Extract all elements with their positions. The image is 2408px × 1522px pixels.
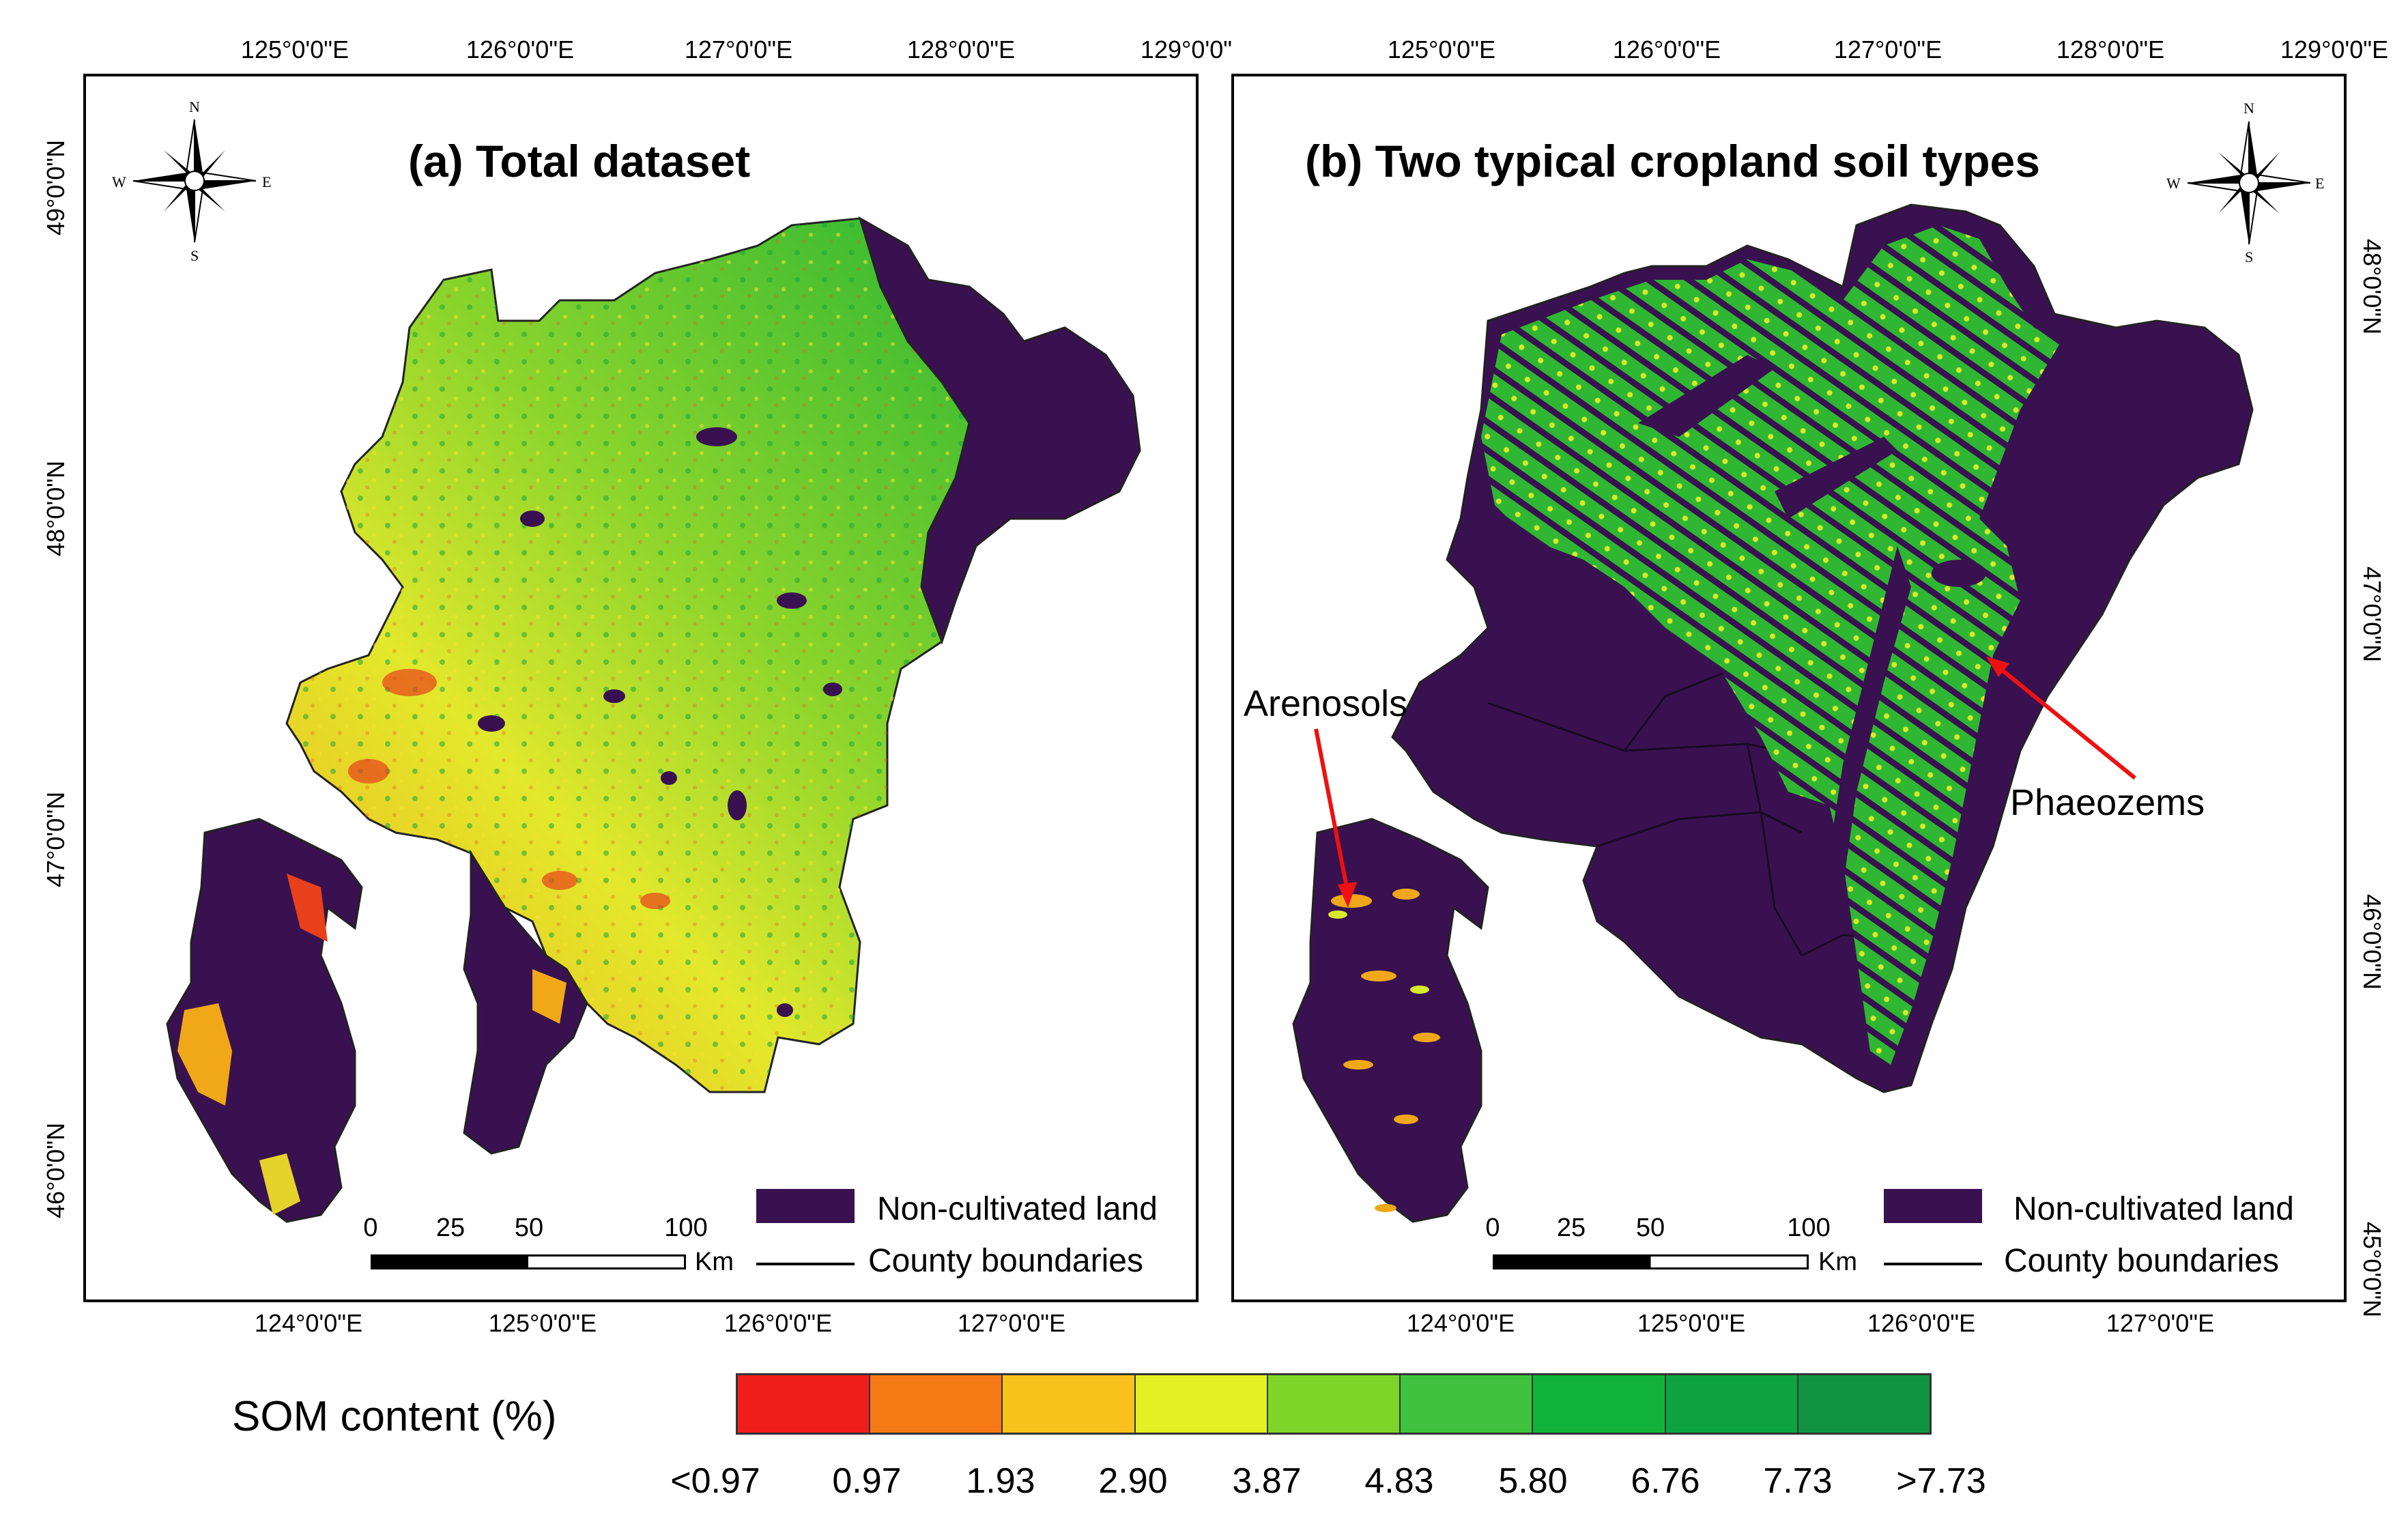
panel-b-scale-bar	[1493, 1254, 1809, 1269]
panel-a-bottom-tick: 127°0'0"E	[957, 1309, 1066, 1337]
colorbar-swatch	[1532, 1375, 1665, 1433]
colorbar-label: 6.76	[1631, 1461, 1700, 1501]
panel-b-bottom-tick: 124°0'0"E	[1406, 1309, 1515, 1337]
colorbar-label: 5.80	[1498, 1461, 1568, 1501]
panel-b-noncultivated-label: Non-cultivated land	[2013, 1191, 2294, 1227]
colorbar-swatch	[1664, 1375, 1797, 1433]
colorbar-label: 7.73	[1763, 1461, 1833, 1501]
colorbar-swatch	[1134, 1375, 1267, 1433]
panel-a-county-label: County boundaries	[868, 1243, 1143, 1279]
panel-b-scale-100: 100	[1787, 1214, 1831, 1242]
panel-b-county-line	[1884, 1263, 1982, 1265]
panel-b-county-label: County boundaries	[2004, 1243, 2279, 1279]
panel-a-county-line	[756, 1263, 855, 1265]
colorbar	[736, 1373, 1932, 1435]
colorbar-label: <0.97	[670, 1461, 760, 1501]
panel-a-top-tick: 126°0'0"E	[465, 35, 575, 63]
panel-a-title: (a) Total dataset	[408, 136, 751, 186]
colorbar-label: 2.90	[1098, 1461, 1168, 1501]
colorbar-label: >7.73	[1896, 1461, 1986, 1501]
panel-a-noncultivated-label: Non-cultivated land	[877, 1191, 1158, 1227]
colorbar-swatch	[1001, 1375, 1134, 1433]
panel-b-scale-50: 50	[1635, 1214, 1665, 1242]
panel-b-bottom-tick: 126°0'0"E	[1867, 1309, 1976, 1337]
panel-a-scale-25: 25	[435, 1214, 465, 1242]
panel-a-scale-0: 0	[363, 1214, 378, 1242]
panel-a-bottom-tick: 125°0'0"E	[488, 1309, 597, 1337]
compass-s-label: S	[190, 247, 199, 264]
compass-n-label: N	[2244, 100, 2254, 117]
compass-e-label: E	[262, 173, 272, 190]
panel-b-noncultivated-swatch	[1884, 1189, 1982, 1223]
panel-b-arenosols-label: Arenosols	[1244, 683, 1408, 724]
panel-b-title: (b) Two typical cropland soil types	[1305, 136, 2040, 186]
panel-a-scale-100: 100	[664, 1214, 708, 1242]
panel-a-noncultivated-ne	[858, 216, 1141, 645]
panel-a-top-tick: 127°0'0"E	[684, 35, 793, 63]
colorbar-label: 3.87	[1232, 1461, 1302, 1501]
panel-a-top-tick: 129°0'0"	[1140, 35, 1233, 63]
colorbar-title: SOM content (%)	[232, 1393, 557, 1440]
colorbar-swatch	[1266, 1375, 1400, 1433]
panel-b-scale-25: 25	[1556, 1214, 1586, 1242]
colorbar-swatch	[1399, 1375, 1532, 1433]
panel-a-bottom-tick: 126°0'0"E	[723, 1309, 833, 1337]
panel-b-top-tick: 127°0'0"E	[1833, 35, 1943, 63]
panel-b-top-tick: 129°0'0"E	[2280, 35, 2389, 63]
panel-b-top-tick: 126°0'0"E	[1612, 35, 1721, 63]
compass-s-label: S	[2245, 248, 2254, 265]
panel-b-phaeozems-area	[1481, 225, 2061, 1065]
panel-a-top-tick: 128°0'0"E	[906, 35, 1016, 63]
panel-b-arenosols-area	[1292, 818, 1489, 1223]
colorbar-label: 0.97	[832, 1461, 902, 1501]
panel-b-bottom-tick: 127°0'0"E	[2106, 1309, 2215, 1337]
panel-a-noncultivated-mid	[463, 849, 588, 1155]
panel-a-bottom-tick: 124°0'0"E	[254, 1309, 363, 1337]
panel-b-phaeozems-label: Phaeozems	[2010, 782, 2205, 823]
compass-w-label: W	[112, 173, 126, 190]
panel-a-scale-unit: Km	[695, 1248, 734, 1276]
panel-b-top-tick: 128°0'0"E	[2056, 35, 2165, 63]
colorbar-swatch	[1796, 1375, 1930, 1433]
colorbar-label: 4.83	[1364, 1461, 1434, 1501]
panel-b-bottom-tick: 125°0'0"E	[1637, 1309, 1746, 1337]
panel-a-scale-bar	[371, 1254, 686, 1269]
colorbar-label: 1.93	[966, 1461, 1035, 1501]
colorbar-swatch	[738, 1375, 870, 1433]
panel-a-scale-50: 50	[514, 1214, 544, 1242]
compass-w-label: W	[2166, 175, 2181, 192]
colorbar-swatch	[869, 1375, 1002, 1433]
panel-a-noncultivated-swatch	[756, 1189, 855, 1223]
compass-e-label: E	[2315, 175, 2325, 192]
panel-b-top-tick: 125°0'0"E	[1387, 35, 1496, 63]
panel-b-scale-unit: Km	[1818, 1248, 1857, 1276]
panel-a-top-tick: 125°0'0"E	[240, 35, 349, 63]
panel-b-scale-0: 0	[1485, 1214, 1500, 1242]
compass-n-label: N	[189, 98, 200, 115]
